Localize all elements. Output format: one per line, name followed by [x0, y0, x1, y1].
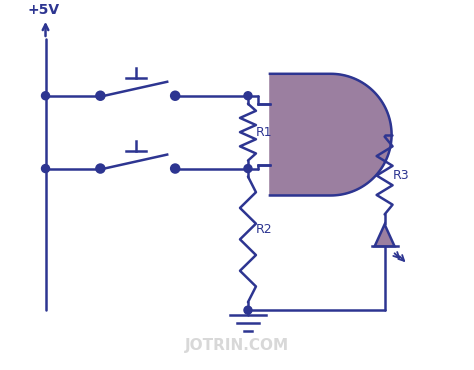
Circle shape: [171, 92, 179, 100]
Text: R3: R3: [392, 169, 409, 182]
Text: R1: R1: [256, 126, 273, 139]
Circle shape: [244, 92, 252, 100]
Circle shape: [244, 306, 252, 314]
Text: R2: R2: [256, 223, 273, 236]
Circle shape: [244, 165, 252, 172]
Circle shape: [42, 92, 49, 100]
Text: +5V: +5V: [27, 3, 60, 17]
Circle shape: [42, 165, 49, 172]
Circle shape: [96, 165, 104, 172]
Circle shape: [96, 92, 104, 100]
Text: JOTRIN.COM: JOTRIN.COM: [185, 337, 289, 353]
Polygon shape: [270, 74, 392, 195]
Polygon shape: [374, 224, 394, 246]
Circle shape: [171, 165, 179, 172]
